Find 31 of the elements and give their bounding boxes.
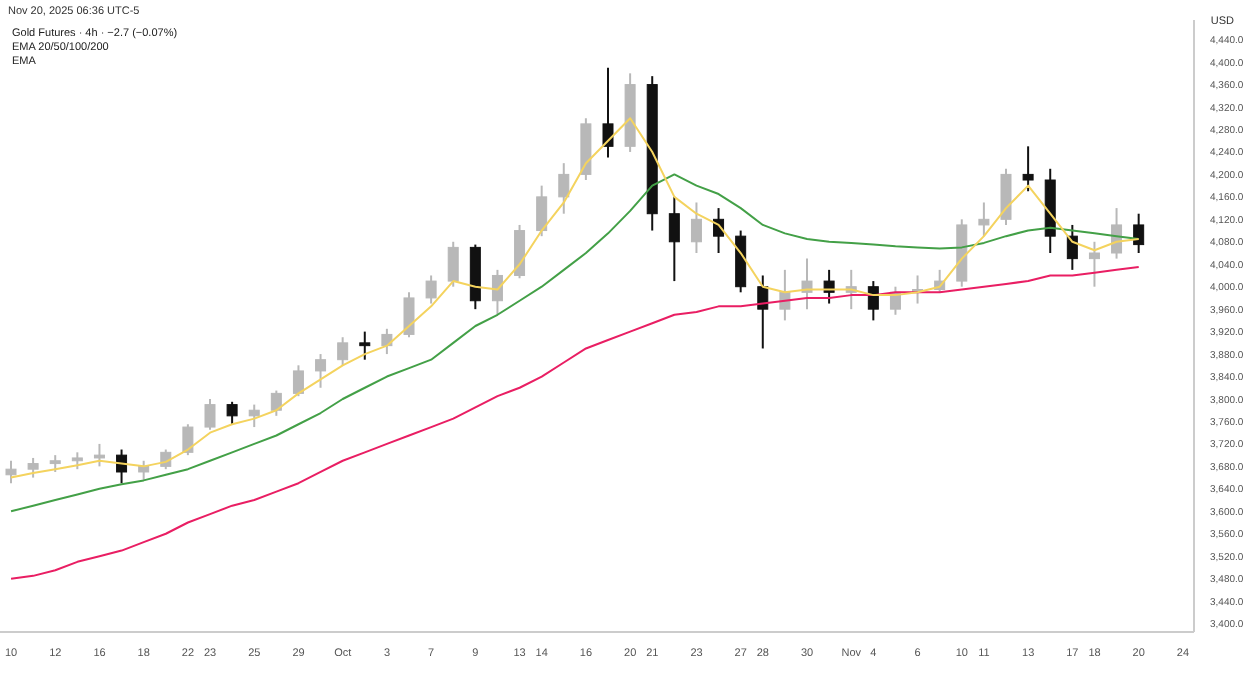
candlestick	[138, 459, 150, 482]
candlestick	[514, 223, 526, 280]
candlestick	[1022, 145, 1034, 193]
line-series	[10, 266, 1140, 580]
candlestick	[116, 448, 128, 485]
candlestick	[359, 330, 371, 361]
candlestick	[315, 353, 327, 389]
candlestick	[337, 336, 349, 367]
candlestick	[491, 268, 503, 316]
candlestick	[536, 184, 548, 238]
candlestick	[690, 201, 702, 255]
candlestick	[292, 364, 304, 398]
candlestick	[226, 400, 238, 426]
candlestick	[602, 66, 614, 159]
candlestick	[403, 291, 415, 339]
candlestick	[447, 240, 459, 288]
candlestick	[5, 459, 17, 485]
candlestick	[558, 162, 570, 215]
candlestick	[425, 274, 437, 305]
candlestick	[1000, 167, 1012, 226]
candlestick	[248, 403, 260, 429]
candlestick	[270, 389, 282, 417]
candlestick	[27, 456, 39, 479]
candlestick	[381, 327, 393, 356]
candlestick	[204, 397, 216, 431]
candlestick	[182, 423, 194, 457]
candlestick	[93, 442, 105, 468]
candlestick	[1133, 212, 1145, 255]
candlestick	[1088, 240, 1100, 288]
candlestick	[978, 201, 990, 238]
candlestick	[668, 195, 680, 283]
